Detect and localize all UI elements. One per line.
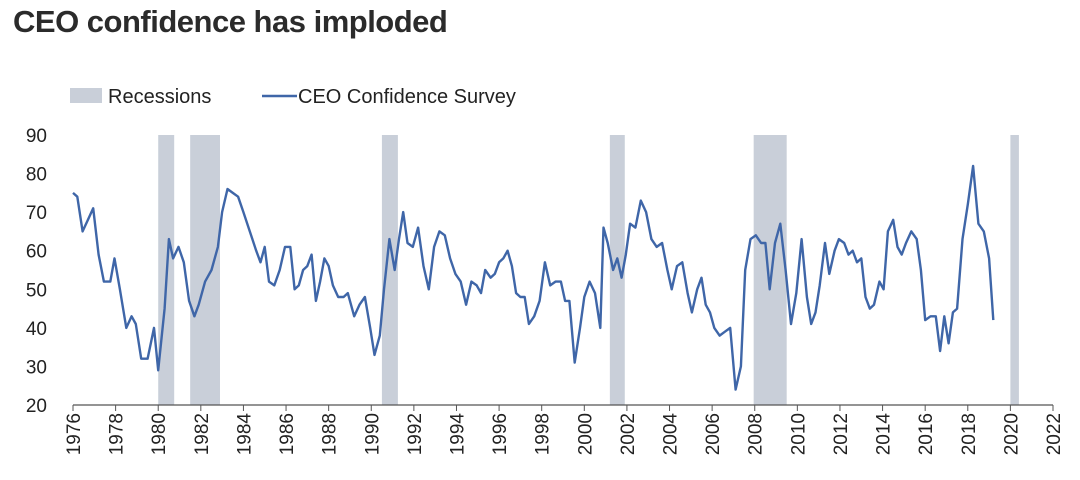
series-line [72,164,995,391]
x-tick-label: 1984 [234,413,255,456]
y-tick-label: 40 [26,319,47,340]
y-tick-label: 30 [26,357,47,378]
legend-label-series: CEO Confidence Survey [298,86,516,108]
x-tick-label: 2000 [575,413,596,455]
x-tick-label: 2014 [874,413,895,456]
x-tick-label: 2008 [746,413,767,455]
axes: 20 30 40 50 60 70 80 90 1976 1978 1980 1982 1984 1986… [26,126,1065,455]
y-tick-label: 90 [26,126,47,147]
x-tick-label: 1994 [447,413,468,456]
y-tick-label: 50 [26,280,47,301]
x-tick-label: 1988 [320,413,341,455]
recession-bands [158,135,1019,405]
x-tick-label: 2018 [959,413,980,455]
legend-swatch-recessions [70,88,102,103]
x-tick-label: 2010 [788,413,809,455]
legend: Recessions CEO Confidence Survey [70,86,516,108]
x-tick-label: 2016 [916,413,937,455]
y-tick-label: 60 [26,242,47,263]
x-tick-label: 1990 [362,413,383,455]
x-tick-label: 1978 [107,413,128,455]
x-tick-label: 2006 [703,413,724,455]
x-tick-label: 2002 [618,413,639,455]
x-tick-label: 1976 [64,413,85,455]
recession-band [381,135,398,405]
x-tick-label: 1992 [405,413,426,455]
y-tick-label: 70 [26,203,47,224]
recession-band [609,135,625,405]
x-tick-label: 1996 [490,413,511,455]
recession-band [753,135,787,405]
y-tick-label: 20 [26,396,47,417]
x-tick-label: 1998 [533,413,554,455]
recession-band [190,135,220,405]
y-tick-label: 80 [26,165,47,186]
x-tick-label: 2022 [1044,413,1065,455]
recession-band [1010,135,1019,405]
x-tick-label: 2012 [831,413,852,455]
legend-label-recessions: Recessions [108,86,211,108]
x-tick-label: 1986 [277,413,298,455]
chart-title: CEO confidence has imploded [13,4,448,39]
x-tick-label: 2020 [1001,413,1022,455]
x-tick-label: 2004 [661,413,682,456]
x-tick-label: 1982 [192,413,213,455]
series-layer [72,164,995,391]
x-tick-label: 1980 [149,413,170,455]
